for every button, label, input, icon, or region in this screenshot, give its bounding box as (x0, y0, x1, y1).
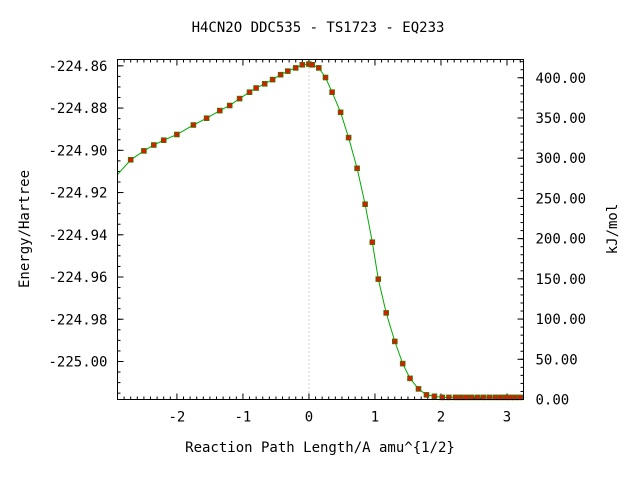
data-point-marker (399, 360, 406, 367)
data-point-marker (322, 74, 329, 81)
data-point-marker (431, 393, 438, 400)
y-tick-label: -224.94 (48, 228, 107, 244)
data-point-marker (236, 95, 243, 102)
y2-axis-label: kJ/mol (605, 204, 621, 255)
chart-title: H4CN2O DDC535 - TS1723 - EQ233 (192, 20, 445, 36)
y2-tick-label: 50.00 (536, 352, 578, 368)
data-point-marker (174, 131, 180, 138)
data-point-marker (415, 386, 422, 392)
y-tick-label: -224.92 (48, 186, 107, 202)
data-point-marker (226, 102, 233, 109)
x-tick-label: 3 (503, 410, 511, 426)
data-point-marker (354, 165, 360, 172)
data-point-marker (151, 142, 157, 148)
data-point-marker (309, 61, 316, 68)
data-point-marker (217, 107, 223, 114)
data-point-marker (141, 148, 147, 154)
data-point-marker (337, 109, 344, 116)
y2-tick-label: 200.00 (536, 232, 587, 248)
data-point-marker (269, 76, 276, 83)
data-point-marker (407, 375, 413, 382)
data-point-marker (383, 310, 390, 316)
data-point-marker (391, 338, 398, 345)
y-tick-label: -224.96 (48, 270, 107, 286)
x-tick-label: 0 (305, 410, 313, 426)
energy-curve-line (117, 63, 521, 398)
data-point-marker (203, 115, 210, 121)
y2-tick-label: 0.00 (536, 393, 570, 409)
y-tick-label: -224.90 (48, 143, 107, 159)
y2-tick-label: 150.00 (536, 272, 587, 288)
x-tick-label: -2 (168, 410, 185, 426)
data-point-marker (246, 89, 253, 95)
y-tick-label: -224.98 (48, 312, 107, 328)
data-point-marker (284, 68, 291, 74)
data-point-marker (329, 89, 335, 95)
y-tick-label: -224.88 (48, 101, 107, 117)
data-point-marker (315, 65, 322, 71)
data-point-marker (345, 134, 352, 141)
data-point-marker (127, 157, 134, 163)
data-point-marker (375, 276, 382, 282)
data-point-marker (190, 122, 197, 128)
data-point-marker (160, 137, 167, 143)
data-point-marker (369, 239, 376, 245)
data-point-marker (277, 71, 284, 78)
y2-tick-label: 400.00 (536, 71, 587, 87)
x-tick-label: 1 (371, 410, 379, 426)
x-axis-label: Reaction Path Length/A amu^{1/2} (185, 440, 455, 456)
data-point-marker (253, 85, 259, 91)
data-point-marker (261, 81, 268, 87)
y2-tick-label: 250.00 (536, 191, 587, 207)
data-point-marker (362, 201, 368, 207)
data-point-marker (423, 392, 430, 398)
y-axis-label: Energy/Hartree (17, 170, 33, 288)
plot-frame (117, 59, 524, 400)
y-tick-label: -224.86 (48, 59, 107, 75)
y2-tick-label: 350.00 (536, 111, 587, 127)
data-point-marker (292, 65, 299, 71)
x-tick-label: 2 (437, 410, 445, 426)
x-tick-label: -1 (235, 410, 252, 426)
data-point-marker (299, 61, 306, 68)
y-tick-label: -225.00 (48, 354, 107, 370)
y2-tick-label: 100.00 (536, 312, 587, 328)
y2-tick-label: 300.00 (536, 151, 587, 167)
